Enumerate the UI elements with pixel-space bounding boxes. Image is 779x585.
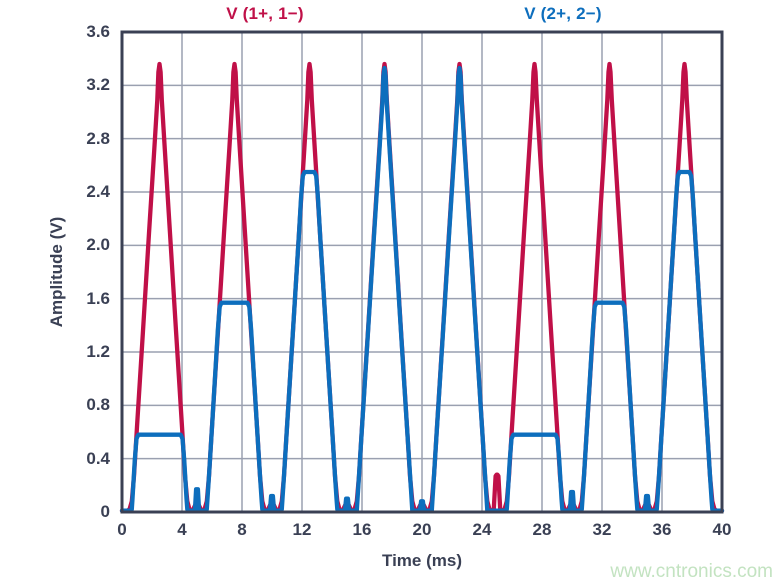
y-tick-label: 3.6 bbox=[86, 22, 110, 41]
x-tick-label: 16 bbox=[352, 520, 372, 539]
x-axis-title: Time (ms) bbox=[382, 551, 462, 570]
x-tick-label: 24 bbox=[472, 520, 492, 539]
y-axis-title: Amplitude (V) bbox=[47, 216, 66, 328]
y-tick-label: 1.2 bbox=[86, 342, 110, 361]
y-tick-label: 0 bbox=[100, 502, 110, 521]
x-tick-label: 32 bbox=[592, 520, 612, 539]
y-tick-label: 0.4 bbox=[86, 448, 110, 468]
y-tick-label: 1.6 bbox=[86, 288, 110, 308]
x-tick-label: 8 bbox=[237, 520, 247, 539]
y-tick-label: 2.8 bbox=[86, 128, 110, 148]
y-tick-label: 2.0 bbox=[86, 235, 110, 255]
watermark: www.cntronics.com bbox=[610, 561, 773, 582]
x-tick-label: 36 bbox=[652, 520, 672, 539]
y-tick-label: 2.4 bbox=[86, 182, 110, 201]
x-tick-label: 12 bbox=[292, 520, 312, 539]
plot-frame bbox=[120, 30, 724, 514]
y-tick-label: 3.2 bbox=[86, 75, 110, 95]
x-tick-label: 0 bbox=[117, 520, 127, 539]
series2-title: V (2+, 2−) bbox=[524, 4, 602, 23]
x-tick-label: 28 bbox=[532, 520, 552, 539]
y-tick-label: 0.8 bbox=[86, 395, 110, 415]
x-tick-label: 40 bbox=[712, 520, 732, 539]
x-tick-label: 4 bbox=[177, 520, 187, 539]
series1-title: V (1+, 1−) bbox=[226, 4, 304, 23]
x-tick-label: 20 bbox=[412, 520, 432, 539]
